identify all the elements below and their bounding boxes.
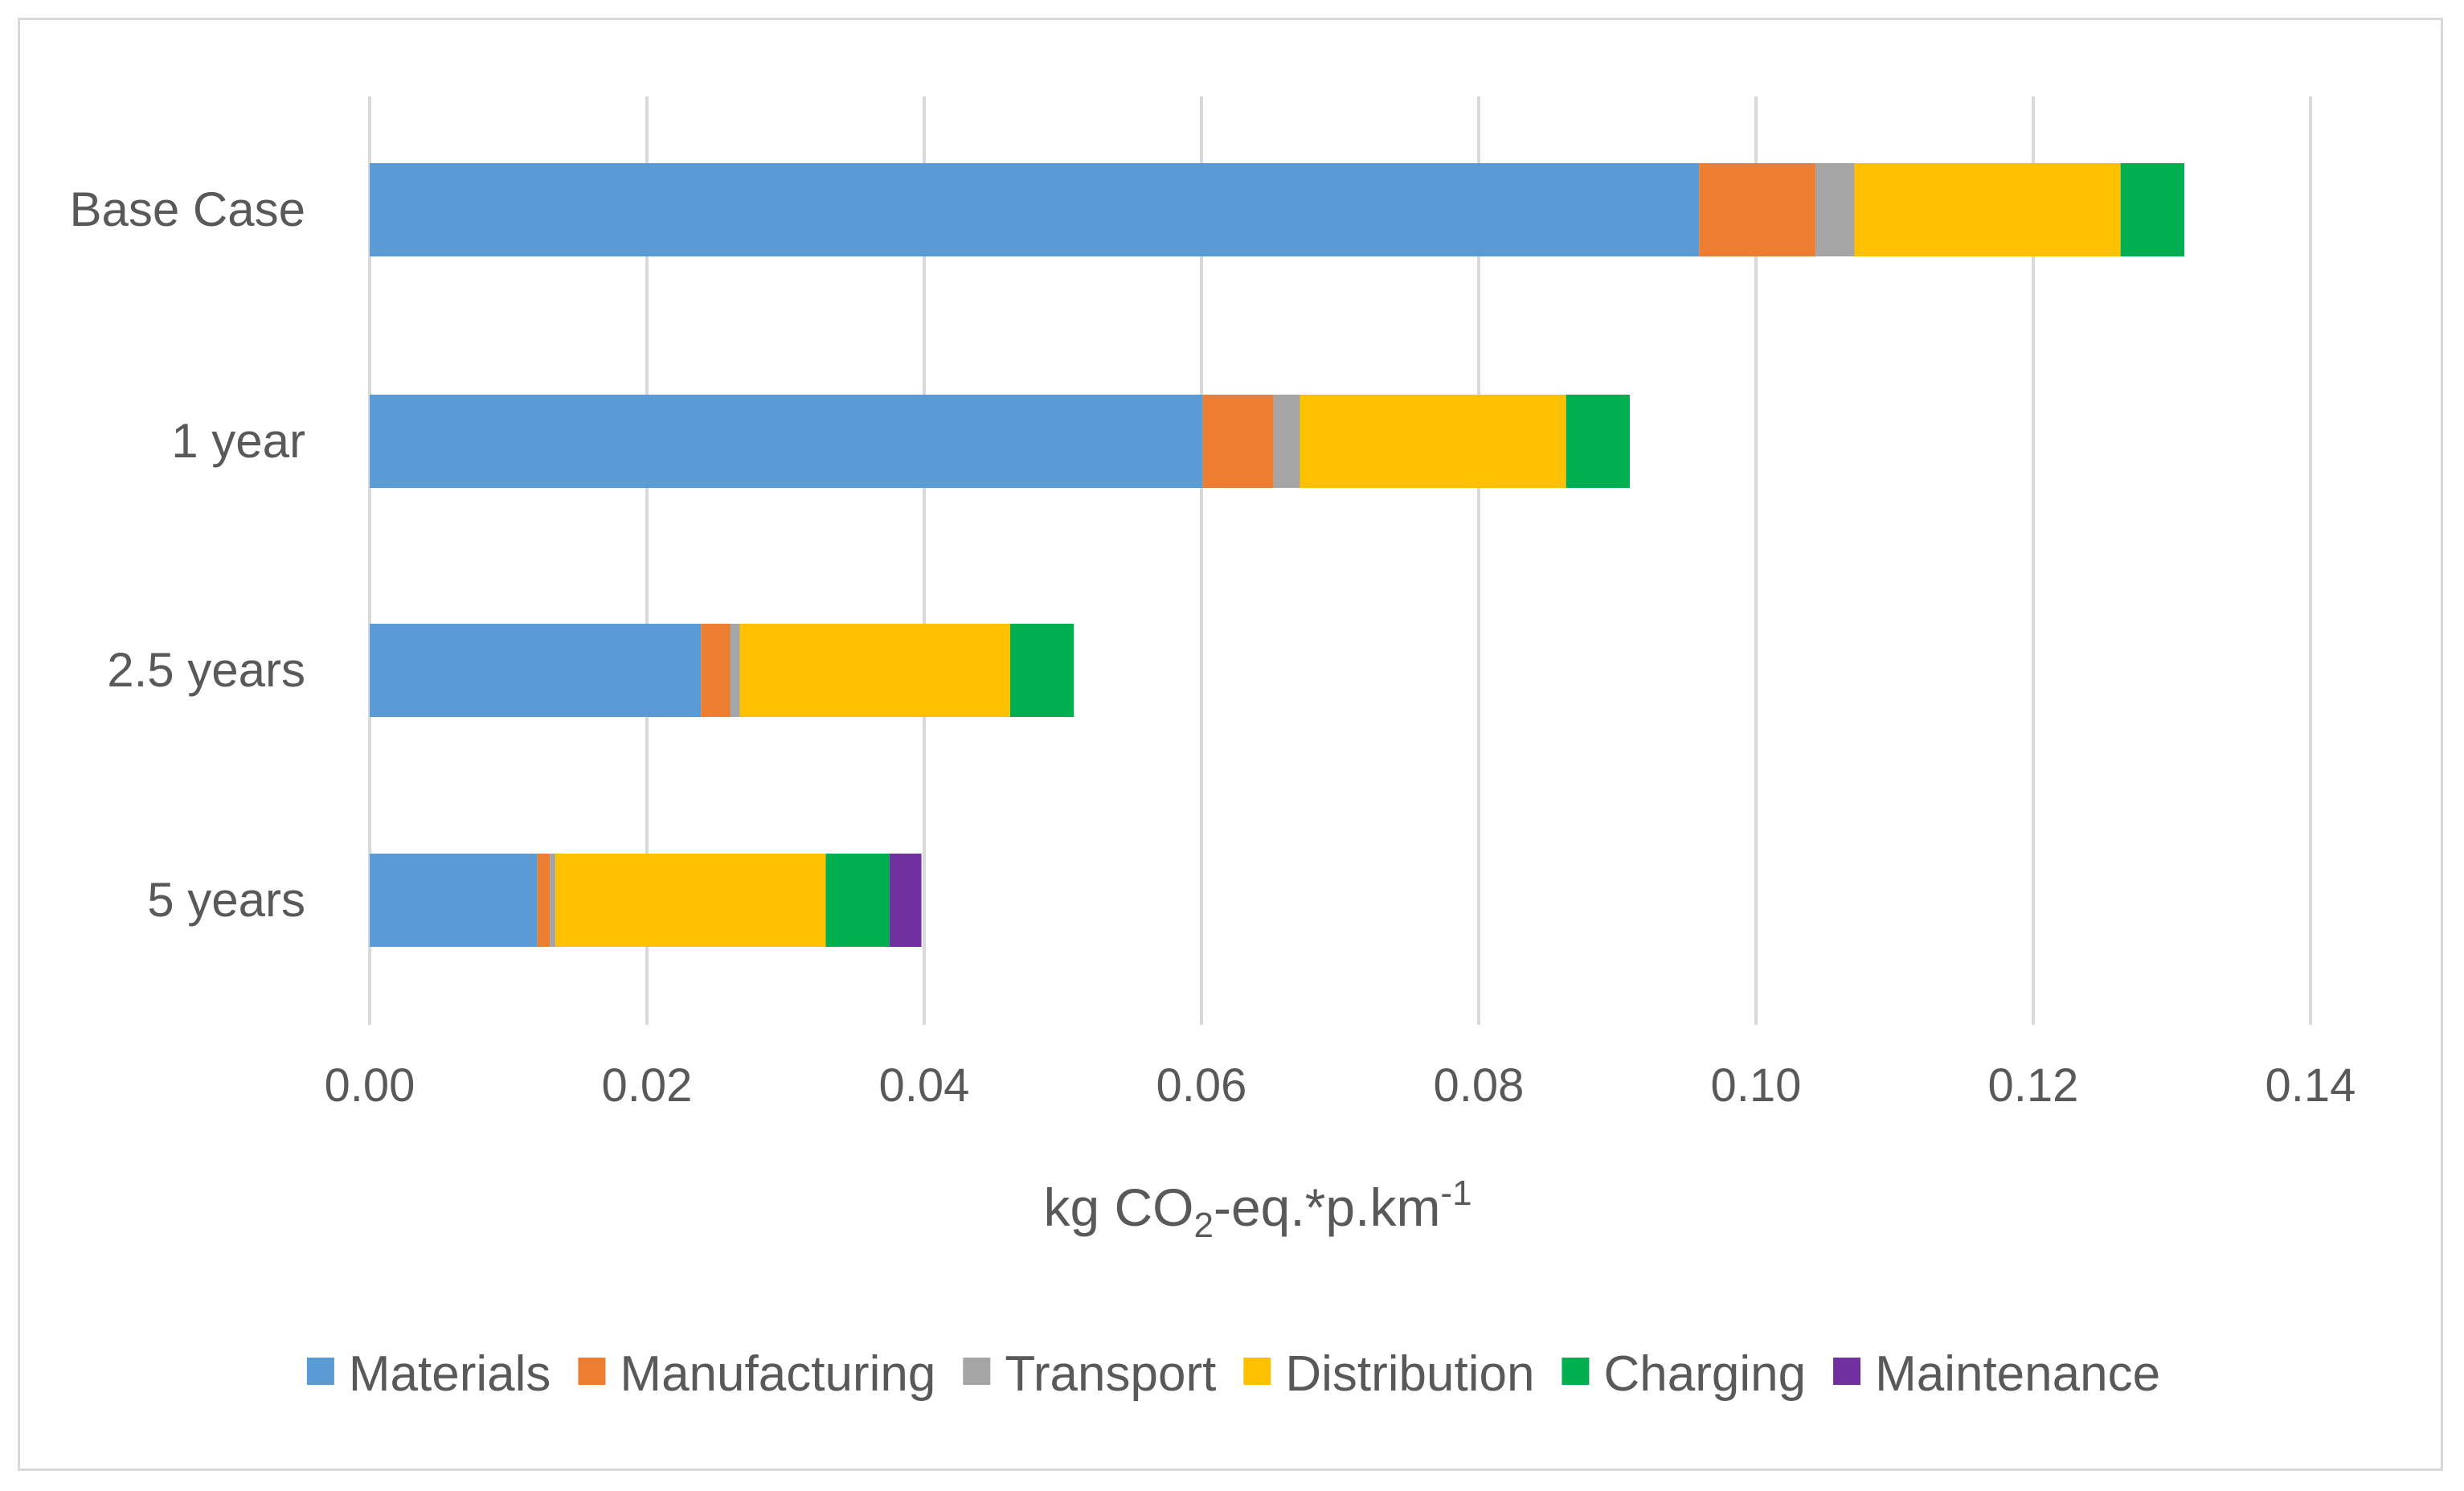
x-axis-title-middle: -eq.*p.km	[1214, 1178, 1440, 1237]
bar-1-year-charging	[1566, 395, 1631, 488]
category-label-2-5-years: 2.5 years	[107, 643, 305, 697]
legend-swatch-distribution	[1243, 1358, 1271, 1385]
legend: Materials Manufacturing Transport Distribut…	[306, 1346, 2160, 1402]
bar-base-case-charging	[2120, 163, 2185, 256]
category-labels: Base Case 1 year 2.5 years 5 years	[70, 182, 306, 927]
legend-label-maintenance: Maintenance	[1875, 1346, 2160, 1402]
bar-2-5-years-manufacturing	[701, 624, 731, 717]
chart-svg: Base Case 1 year 2.5 years 5 years 0.00 0.02…	[70, 96, 2356, 1402]
legend-swatch-transport	[963, 1358, 991, 1385]
bars	[370, 163, 2185, 947]
bar-2-5-years-charging	[1009, 624, 1074, 717]
category-label-5-years: 5 years	[147, 873, 305, 927]
legend-label-transport: Transport	[1005, 1346, 1216, 1402]
legend-label-distribution: Distribution	[1285, 1346, 1534, 1402]
x-tick-label: 0.06	[1156, 1059, 1247, 1112]
legend-label-materials: Materials	[349, 1346, 551, 1402]
x-axis-title: kg CO2-eq.*p.km-1	[1043, 1174, 1471, 1245]
x-tick-label: 0.14	[2265, 1059, 2356, 1112]
x-tick-label: 0.00	[325, 1059, 415, 1112]
legend-swatch-manufacturing	[578, 1358, 606, 1385]
category-label-base-case: Base Case	[70, 182, 306, 236]
bar-5-years-charging	[825, 854, 890, 947]
x-tick-label: 0.02	[602, 1059, 693, 1112]
legend-swatch-charging	[1561, 1358, 1590, 1385]
bar-1-year-transport	[1273, 395, 1300, 488]
bar-5-years-manufacturing	[537, 854, 551, 947]
bar-base-case-materials	[370, 163, 1700, 256]
legend-label-charging: Charging	[1603, 1346, 1806, 1402]
bar-2-5-years-distribution	[739, 624, 1010, 717]
bar-5-years-materials	[370, 854, 538, 947]
legend-label-manufacturing: Manufacturing	[620, 1346, 935, 1402]
bar-base-case-distribution	[1854, 163, 2121, 256]
x-tick-label: 0.04	[879, 1059, 970, 1112]
bar-2-5-years-transport	[730, 624, 740, 717]
legend-swatch-maintenance	[1833, 1358, 1861, 1385]
bar-1-year-distribution	[1300, 395, 1566, 488]
x-axis-title-superscript: -1	[1440, 1174, 1471, 1213]
bar-2-5-years-materials	[370, 624, 702, 717]
chart-frame: Base Case 1 year 2.5 years 5 years 0.00 0.02…	[18, 18, 2443, 1471]
x-tick-label: 0.10	[1711, 1059, 1802, 1112]
legend-swatch-materials	[306, 1358, 334, 1385]
x-axis-title-subscript: 2	[1194, 1206, 1214, 1245]
bar-5-years-maintenance	[889, 854, 922, 947]
bar-base-case-manufacturing	[1699, 163, 1816, 256]
x-tick-labels: 0.00 0.02 0.04 0.06 0.08 0.10 0.12 0.14	[325, 1059, 2356, 1112]
x-tick-label: 0.08	[1434, 1059, 1525, 1112]
bar-5-years-distribution	[555, 854, 826, 947]
x-tick-label: 0.12	[1988, 1059, 2079, 1112]
bar-5-years-transport	[550, 854, 556, 947]
bar-1-year-manufacturing	[1202, 395, 1274, 488]
category-label-1-year: 1 year	[171, 414, 305, 468]
bar-base-case-transport	[1815, 163, 1855, 256]
bar-1-year-materials	[370, 395, 1203, 488]
x-axis-title-prefix: kg CO	[1043, 1178, 1193, 1237]
